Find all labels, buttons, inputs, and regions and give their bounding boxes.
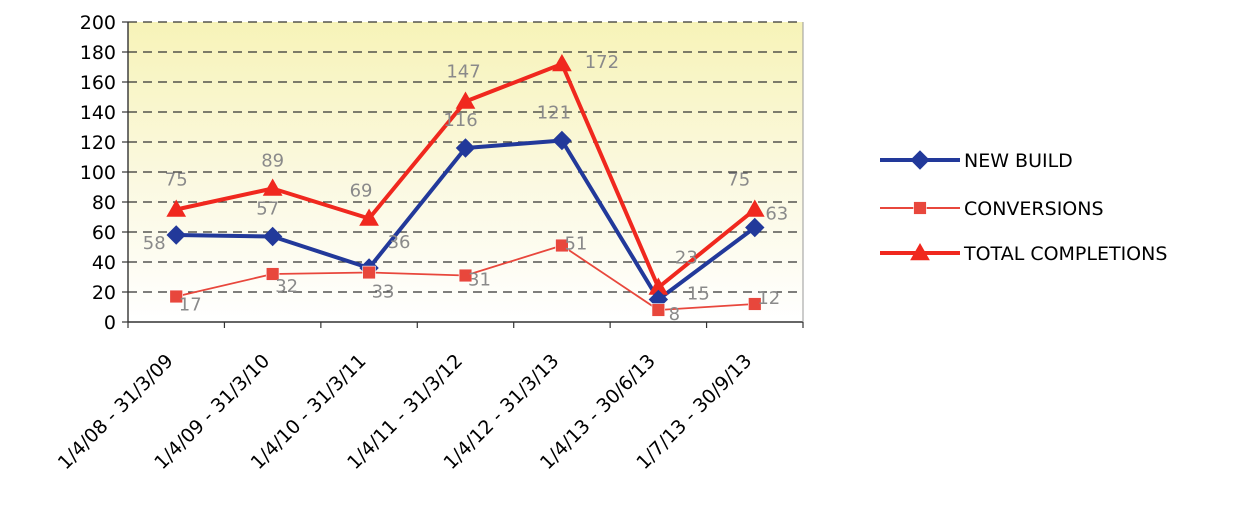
diamond-marker [745, 217, 765, 238]
data-label: 75 [727, 170, 750, 191]
y-tick-label: 200 [80, 12, 116, 34]
y-tick-label: 180 [80, 42, 116, 64]
legend-label: NEW BUILD [964, 150, 1073, 172]
data-label: 69 [350, 181, 373, 202]
data-label: 121 [537, 103, 571, 124]
data-label: 17 [179, 295, 202, 316]
diamond-marker [910, 150, 930, 170]
data-label: 32 [275, 276, 298, 297]
diamond-marker [166, 225, 186, 245]
diamond-marker [552, 130, 572, 151]
y-tick-label: 40 [92, 252, 116, 274]
y-tick-label: 60 [92, 222, 116, 244]
data-label: 147 [446, 62, 480, 83]
data-label: 31 [468, 270, 491, 291]
diamond-marker [262, 226, 283, 247]
square-marker [169, 289, 183, 304]
triangle-marker [744, 199, 765, 217]
legend-label: TOTAL COMPLETIONS [963, 243, 1167, 265]
data-label: 75 [165, 170, 188, 191]
y-tick-label: 100 [80, 162, 116, 184]
y-tick-label: 80 [92, 192, 116, 214]
diamond-marker [455, 138, 476, 158]
legend-item-2: TOTAL COMPLETIONS [880, 242, 1167, 265]
triangle-marker [359, 208, 379, 226]
triangle-marker [262, 178, 283, 196]
legend-item-0: NEW BUILD [880, 150, 1073, 172]
data-label: 51 [564, 234, 587, 255]
data-label: 116 [443, 110, 477, 131]
data-label: 15 [687, 284, 710, 305]
data-label: 12 [757, 288, 780, 309]
square-marker [913, 201, 927, 215]
data-label: 58 [143, 233, 166, 254]
square-marker [555, 238, 569, 253]
y-tick-label: 20 [92, 282, 116, 304]
y-tick-label: 160 [80, 72, 116, 94]
data-label: 89 [261, 151, 284, 172]
data-label: 8 [669, 304, 680, 325]
data-label: 172 [585, 52, 619, 73]
data-label: 33 [372, 282, 395, 303]
data-label: 63 [765, 204, 788, 225]
legend-label: CONVERSIONS [964, 198, 1104, 220]
legend-item-1: CONVERSIONS [880, 198, 1104, 220]
y-tick-label: 140 [80, 102, 116, 124]
square-marker [748, 297, 762, 311]
y-tick-label: 0 [104, 312, 116, 334]
triangle-marker [455, 91, 476, 109]
triangle-marker [166, 199, 187, 217]
y-tick-label: 120 [80, 132, 116, 154]
data-label: 57 [256, 199, 279, 220]
square-marker [265, 267, 280, 281]
square-marker [651, 303, 666, 317]
square-marker [458, 268, 473, 283]
square-marker [362, 265, 376, 280]
triangle-marker [552, 53, 572, 72]
triangle-marker [910, 242, 930, 261]
data-label: 23 [675, 248, 698, 269]
data-label: 36 [388, 232, 411, 253]
